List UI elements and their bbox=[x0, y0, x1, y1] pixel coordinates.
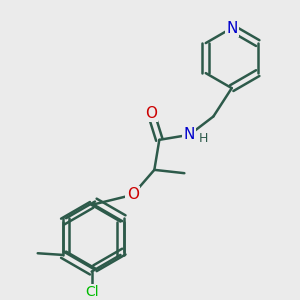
Text: O: O bbox=[145, 106, 157, 121]
Text: Cl: Cl bbox=[85, 285, 98, 298]
Text: N: N bbox=[184, 127, 195, 142]
Text: N: N bbox=[226, 21, 237, 36]
Text: O: O bbox=[127, 188, 139, 202]
Text: H: H bbox=[199, 132, 208, 145]
